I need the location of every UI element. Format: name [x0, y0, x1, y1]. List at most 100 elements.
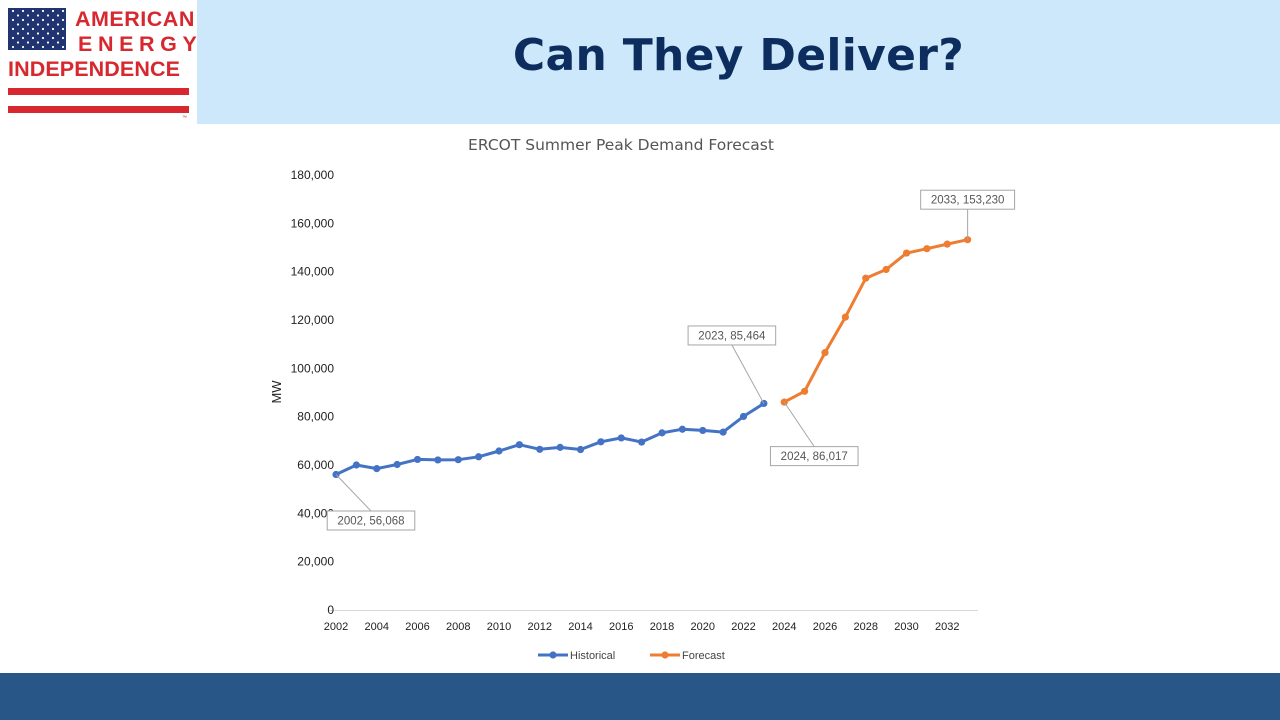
y-axis-ticks: 0 20,000 40,000 60,000 80,000 100,000 120,000 1… [291, 168, 335, 617]
flag-star [51, 45, 55, 49]
x-tick-label: 2028 [854, 621, 878, 633]
data-callout: 2033, 153,230 [920, 189, 1016, 240]
flag-star [26, 41, 30, 44]
flag-star [41, 18, 45, 22]
callout-label: 2002, 56,068 [337, 516, 404, 528]
y-tick-label: 60,000 [297, 458, 334, 472]
flag-star [11, 18, 15, 22]
data-point-forecast [841, 313, 849, 321]
data-point-historical [719, 428, 727, 436]
flag-star [21, 18, 25, 22]
flag-star [31, 36, 35, 40]
logo-word-1: AMERICAN [75, 7, 195, 31]
data-point-forecast [943, 240, 951, 248]
legend-item-forecast: Forecast [650, 650, 725, 662]
legend-label: Historical [570, 650, 615, 662]
data-point-historical [495, 447, 503, 455]
flag-star [46, 14, 50, 17]
data-point-historical [352, 461, 360, 469]
logo-word-2: ENERGY [78, 32, 203, 56]
annotation-layer: 2002, 56,068 2023, 85,464 2024, 86,017 2033… [326, 189, 1016, 531]
data-point-historical [617, 434, 625, 442]
data-point-forecast [902, 249, 911, 257]
flag-star [41, 45, 45, 49]
flag-star [36, 41, 40, 44]
x-tick-label: 2004 [365, 621, 389, 633]
flag-star [41, 36, 45, 40]
flag-star [56, 23, 60, 26]
x-tick-label: 2016 [609, 621, 633, 633]
data-point-historical [556, 443, 564, 451]
data-callout: 2023, 85,464 [687, 325, 777, 404]
flag-star [31, 9, 35, 13]
data-point-historical [576, 445, 585, 454]
flag-star [41, 9, 45, 13]
callout-leader [335, 474, 372, 512]
flag-star [16, 14, 20, 17]
flag-star [16, 41, 20, 44]
slide-title: Can They Deliver? [512, 30, 965, 81]
callout-label: 2023, 85,464 [698, 330, 766, 342]
chart: ERCOT Summer Peak Demand Forecast MW 0 20… [269, 136, 1016, 662]
data-point-historical [475, 453, 483, 461]
x-tick-label: 2018 [650, 621, 674, 633]
data-point-forecast [882, 265, 890, 274]
flag-star [51, 18, 55, 22]
callout-box [920, 189, 1016, 210]
data-point-historical [658, 429, 666, 437]
data-point-historical [373, 465, 381, 473]
logo-trademark: ™ [182, 115, 187, 121]
flag-star [36, 23, 40, 26]
flag-star [61, 9, 65, 13]
flag-star [31, 45, 35, 49]
flag-star [51, 27, 55, 31]
x-tick-label: 2020 [691, 621, 715, 633]
flag-star [26, 32, 30, 35]
flag-star [56, 41, 60, 44]
callout-leader [783, 401, 815, 447]
callout-leader [731, 344, 765, 404]
flag-star [61, 27, 65, 31]
callout-label: 2033, 153,230 [931, 195, 1005, 207]
flag-star [11, 27, 15, 31]
logo-stripe [8, 106, 189, 113]
y-tick-label: 0 [327, 603, 334, 617]
data-point-historical [413, 455, 422, 464]
y-axis-title: MW [269, 380, 284, 404]
data-point-historical [739, 412, 748, 421]
y-tick-label: 160,000 [291, 216, 335, 230]
data-point-historical [393, 460, 401, 469]
us-flag-icon [8, 8, 66, 50]
legend: Historical Forecast [538, 650, 725, 662]
x-tick-label: 2012 [528, 621, 552, 633]
flag-star [61, 36, 65, 40]
x-tick-label: 2010 [487, 621, 511, 633]
header-band [197, 0, 1280, 124]
flag-star [31, 27, 35, 31]
callout-box [769, 446, 859, 467]
flag-star [11, 45, 15, 49]
y-tick-label: 100,000 [291, 361, 335, 375]
flag-star [11, 9, 15, 13]
x-axis-ticks: 2002 2004 2006 2008 2010 2012 2014 2016 2018 2020… [324, 621, 960, 633]
data-point-forecast [801, 387, 809, 395]
legend-marker [661, 651, 669, 659]
logo-stripe [8, 88, 189, 95]
data-point-historical [699, 426, 707, 435]
flag-star [31, 18, 35, 22]
logo-word-3: INDEPENDENCE [8, 57, 181, 81]
flag-star [56, 14, 60, 17]
x-tick-label: 2030 [894, 621, 918, 633]
flag-star [46, 23, 50, 26]
callout-box [326, 510, 416, 531]
data-point-historical [515, 441, 523, 449]
x-tick-label: 2026 [813, 621, 837, 633]
data-point-forecast [821, 349, 829, 357]
flag-star [61, 45, 65, 49]
flag-star [51, 36, 55, 40]
y-tick-label: 180,000 [291, 168, 335, 182]
flag-star [46, 41, 50, 44]
flag-star [41, 27, 45, 31]
flag-star [16, 23, 20, 26]
data-point-forecast [862, 274, 870, 282]
